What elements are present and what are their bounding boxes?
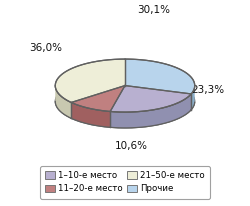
Polygon shape <box>110 85 191 112</box>
Ellipse shape <box>55 75 195 128</box>
Text: 30,1%: 30,1% <box>137 5 170 14</box>
Polygon shape <box>71 85 125 111</box>
Text: 10,6%: 10,6% <box>115 141 148 151</box>
Polygon shape <box>55 59 125 102</box>
Polygon shape <box>55 86 71 118</box>
Polygon shape <box>110 94 191 128</box>
Polygon shape <box>191 86 195 110</box>
Polygon shape <box>71 102 110 127</box>
Text: 36,0%: 36,0% <box>29 42 62 53</box>
Text: 23,3%: 23,3% <box>191 85 224 95</box>
Polygon shape <box>125 59 195 94</box>
Legend: 1–10-е место, 11–20-е место, 21–50-е место, Прочие: 1–10-е место, 11–20-е место, 21–50-е мес… <box>40 166 210 199</box>
